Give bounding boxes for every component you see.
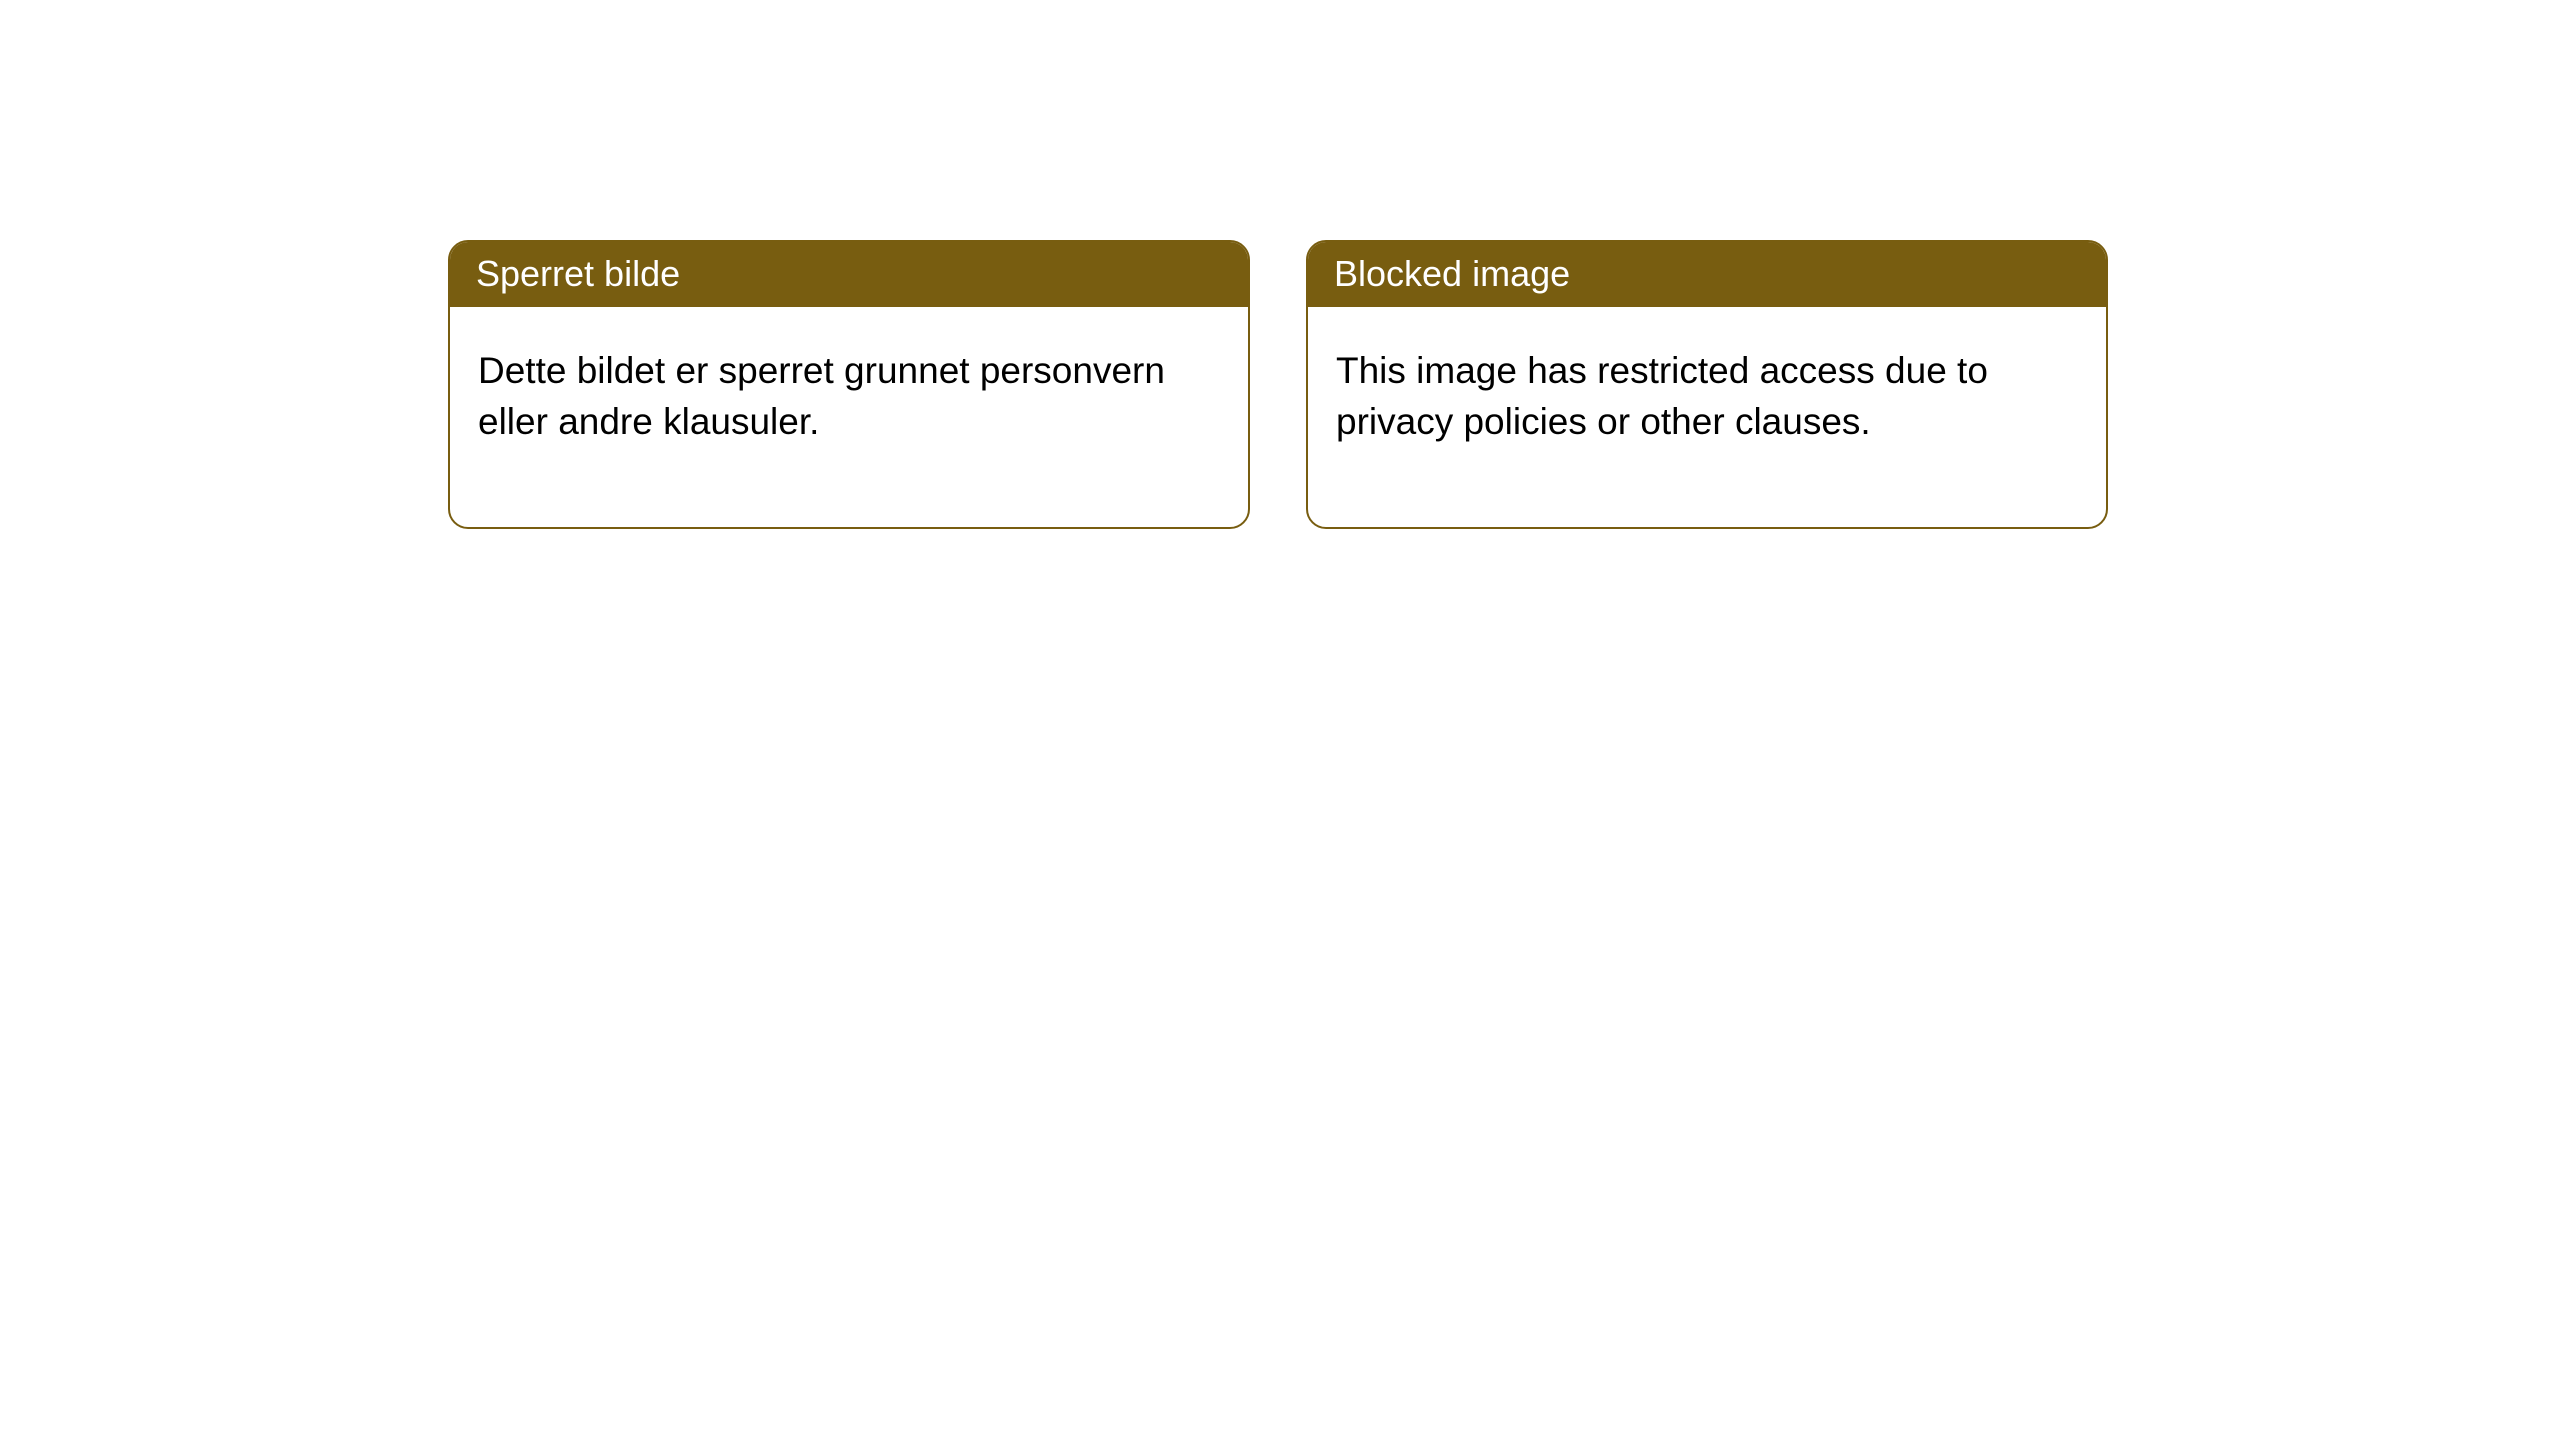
notice-body: This image has restricted access due to … [1308,307,2106,527]
notice-title: Blocked image [1308,242,2106,307]
notice-title: Sperret bilde [450,242,1248,307]
notice-card-english: Blocked image This image has restricted … [1306,240,2108,529]
notice-container: Sperret bilde Dette bildet er sperret gr… [0,0,2560,529]
notice-card-norwegian: Sperret bilde Dette bildet er sperret gr… [448,240,1250,529]
notice-body: Dette bildet er sperret grunnet personve… [450,307,1248,527]
